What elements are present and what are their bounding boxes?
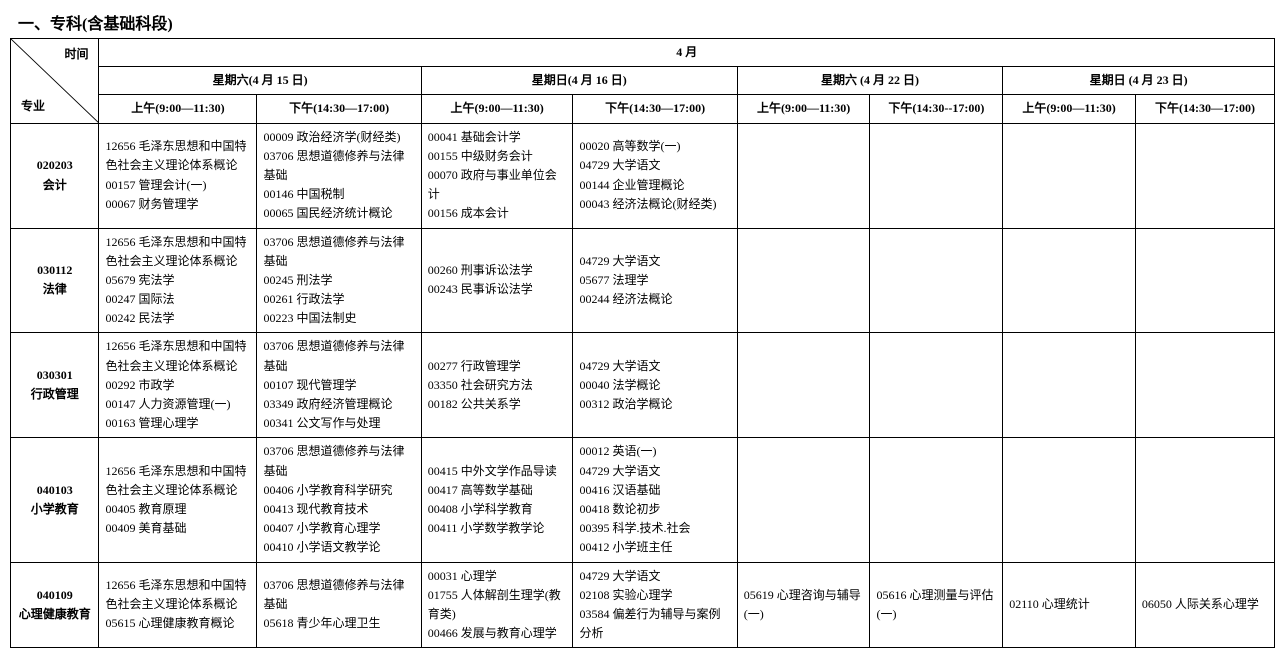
major-cell: 030301行政管理 (11, 333, 99, 438)
schedule-table: 时间 专业 4 月 星期六(4 月 15 日) 星期日(4 月 16 日) 星期… (10, 38, 1275, 648)
header-session: 下午(14:30--17:00) (870, 95, 1003, 123)
course-cell: 12656 毛泽东思想和中国特色社会主义理论体系概论00405 教育原理0040… (99, 438, 257, 562)
major-cell: 020203会计 (11, 123, 99, 228)
course-cell: 00260 刑事诉讼法学00243 民事诉讼法学 (421, 228, 573, 333)
header-major-label: 专业 (21, 97, 45, 116)
page-title: 一、专科(含基础科段) (10, 10, 1275, 34)
course-cell (737, 333, 870, 438)
header-session: 上午(9:00—11:30) (421, 95, 573, 123)
course-cell: 02110 心理统计 (1003, 562, 1136, 648)
course-cell: 12656 毛泽东思想和中国特色社会主义理论体系概论00157 管理会计(一)0… (99, 123, 257, 228)
course-cell: 03706 思想道德修养与法律基础00245 刑法学00261 行政法学0022… (257, 228, 421, 333)
course-cell (1003, 333, 1136, 438)
course-cell (1135, 228, 1274, 333)
header-session: 上午(9:00—11:30) (737, 95, 870, 123)
course-cell (870, 123, 1003, 228)
header-day: 星期六(4 月 15 日) (99, 67, 421, 95)
course-cell: 03706 思想道德修养与法律基础00406 小学教育科学研究00413 现代教… (257, 438, 421, 562)
header-session: 下午(14:30—17:00) (257, 95, 421, 123)
header-diagonal-cell: 时间 专业 (11, 39, 99, 124)
header-day: 星期日 (4 月 23 日) (1003, 67, 1275, 95)
header-session: 下午(14:30—17:00) (1135, 95, 1274, 123)
course-cell: 05619 心理咨询与辅导(一) (737, 562, 870, 648)
course-cell: 12656 毛泽东思想和中国特色社会主义理论体系概论05679 宪法学00247… (99, 228, 257, 333)
header-session: 上午(9:00—11:30) (1003, 95, 1136, 123)
header-day: 星期六 (4 月 22 日) (737, 67, 1002, 95)
header-session: 上午(9:00—11:30) (99, 95, 257, 123)
table-row: 030112法律12656 毛泽东思想和中国特色社会主义理论体系概论05679 … (11, 228, 1275, 333)
course-cell: 04729 大学语文00040 法学概论00312 政治学概论 (573, 333, 737, 438)
course-cell: 00041 基础会计学00155 中级财务会计00070 政府与事业单位会计00… (421, 123, 573, 228)
course-cell: 04729 大学语文05677 法理学00244 经济法概论 (573, 228, 737, 333)
header-day: 星期日(4 月 16 日) (421, 67, 737, 95)
course-cell (1135, 333, 1274, 438)
major-cell: 040103小学教育 (11, 438, 99, 562)
course-cell (1135, 123, 1274, 228)
major-cell: 030112法律 (11, 228, 99, 333)
course-cell (870, 228, 1003, 333)
table-row: 040109心理健康教育12656 毛泽东思想和中国特色社会主义理论体系概论05… (11, 562, 1275, 648)
course-cell (870, 333, 1003, 438)
course-cell (870, 438, 1003, 562)
course-cell (737, 228, 870, 333)
course-cell (1003, 123, 1136, 228)
table-row: 020203会计12656 毛泽东思想和中国特色社会主义理论体系概论00157 … (11, 123, 1275, 228)
course-cell (1003, 438, 1136, 562)
course-cell: 05616 心理测量与评估(一) (870, 562, 1003, 648)
course-cell (737, 123, 870, 228)
table-row: 040103小学教育12656 毛泽东思想和中国特色社会主义理论体系概论0040… (11, 438, 1275, 562)
course-cell: 00020 高等数学(一)04729 大学语文00144 企业管理概论00043… (573, 123, 737, 228)
table-row: 030301行政管理12656 毛泽东思想和中国特色社会主义理论体系概论0029… (11, 333, 1275, 438)
major-cell: 040109心理健康教育 (11, 562, 99, 648)
table-body: 020203会计12656 毛泽东思想和中国特色社会主义理论体系概论00157 … (11, 123, 1275, 648)
course-cell: 00031 心理学01755 人体解剖生理学(教育类)00466 发展与教育心理… (421, 562, 573, 648)
header-time-label: 时间 (64, 45, 88, 64)
course-cell: 12656 毛泽东思想和中国特色社会主义理论体系概论05615 心理健康教育概论 (99, 562, 257, 648)
course-cell: 00012 英语(一)04729 大学语文00416 汉语基础00418 数论初… (573, 438, 737, 562)
course-cell: 00009 政治经济学(财经类)03706 思想道德修养与法律基础00146 中… (257, 123, 421, 228)
header-session: 下午(14:30—17:00) (573, 95, 737, 123)
course-cell: 00415 中外文学作品导读00417 高等数学基础00408 小学科学教育00… (421, 438, 573, 562)
course-cell (1135, 438, 1274, 562)
course-cell: 12656 毛泽东思想和中国特色社会主义理论体系概论00292 市政学00147… (99, 333, 257, 438)
course-cell: 04729 大学语文02108 实验心理学03584 偏差行为辅导与案例分析 (573, 562, 737, 648)
course-cell (737, 438, 870, 562)
course-cell: 06050 人际关系心理学 (1135, 562, 1274, 648)
course-cell: 03706 思想道德修养与法律基础05618 青少年心理卫生 (257, 562, 421, 648)
course-cell: 00277 行政管理学03350 社会研究方法00182 公共关系学 (421, 333, 573, 438)
course-cell (1003, 228, 1136, 333)
course-cell: 03706 思想道德修养与法律基础00107 现代管理学03349 政府经济管理… (257, 333, 421, 438)
header-month: 4 月 (99, 39, 1275, 67)
